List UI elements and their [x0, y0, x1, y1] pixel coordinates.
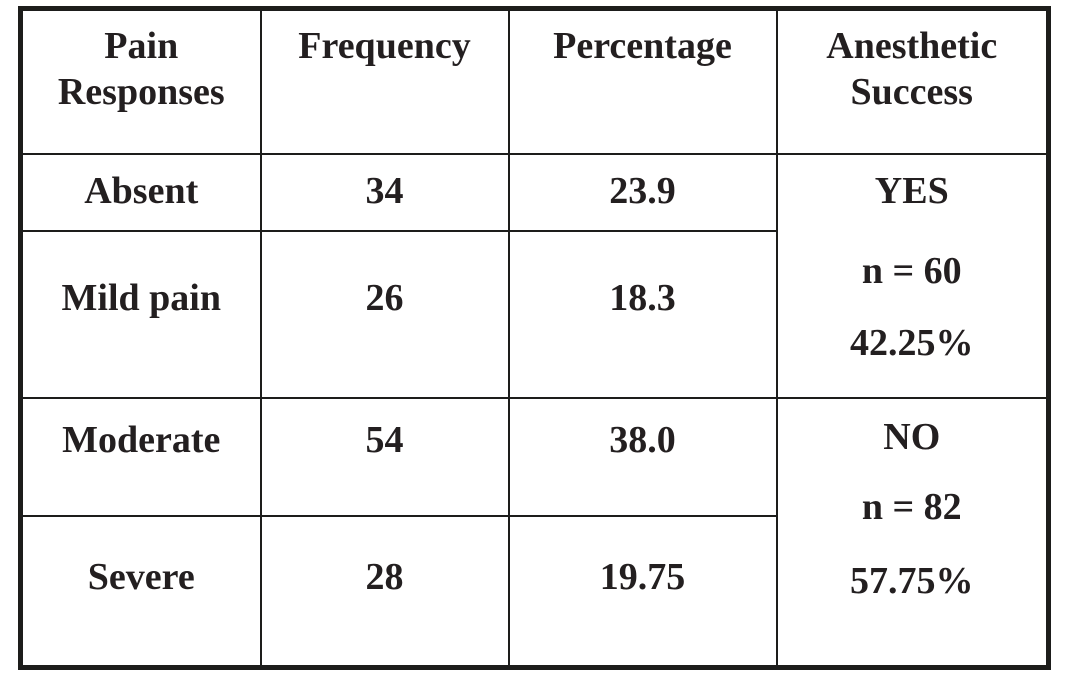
anesthetic-no-count: n = 82 [861, 485, 962, 528]
anesthetic-no-percent: 57.75% [850, 559, 974, 602]
header-percentage: Percentage [507, 7, 778, 155]
cell-anesthetic-success-no: NO n = 82 57.75% [775, 396, 1050, 669]
table-row-absent: Absent 34 23.9 YES n = 60 42.25% [19, 152, 1050, 399]
anesthetic-yes-count: n = 60 [861, 249, 962, 292]
header-pain-responses: Pain Responses [19, 7, 262, 155]
table-row-severe: Severe 28 19.75 [19, 514, 1049, 669]
cell-moderate-frequency: 54 [259, 396, 510, 517]
cell-mild-pain-label: Mild pain [19, 229, 262, 399]
cell-moderate-label: Moderate [19, 396, 262, 517]
anesthetic-no-label: NO [883, 415, 941, 458]
cell-anesthetic-success-yes: YES n = 60 42.25% [775, 152, 1050, 399]
header-frequency: Frequency [259, 7, 510, 155]
cell-mild-pain-percentage: 18.3 [507, 229, 778, 399]
pain-response-table-wrap: Pain Responses Frequency Percentage Anes… [18, 6, 1051, 670]
table-row-moderate: Moderate 54 38.0 NO n = 82 57.75% [19, 396, 1050, 669]
cell-severe-percentage: 19.75 [507, 514, 778, 669]
table-header-row: Pain Responses Frequency Percentage Anes… [19, 7, 1050, 155]
pain-response-table: Pain Responses Frequency Percentage Anes… [18, 6, 1051, 670]
anesthetic-yes-percent: 42.25% [850, 321, 974, 364]
cell-moderate-percentage: 38.0 [507, 396, 778, 517]
header-anesthetic-success: Anesthetic Success [775, 7, 1050, 155]
cell-severe-frequency: 28 [259, 514, 510, 669]
cell-severe-label: Severe [19, 514, 262, 669]
cell-absent-percentage: 23.9 [507, 152, 778, 232]
cell-absent-label: Absent [19, 152, 262, 232]
cell-mild-pain-frequency: 26 [259, 229, 510, 399]
anesthetic-yes-label: YES [874, 169, 949, 212]
cell-absent-frequency: 34 [259, 152, 510, 232]
table-row-mild-pain: Mild pain 26 18.3 [19, 229, 1049, 399]
